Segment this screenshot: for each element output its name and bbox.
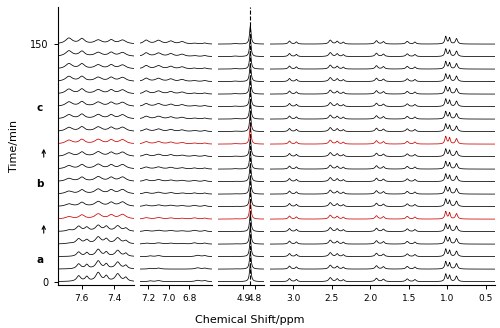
Text: a: a: [36, 255, 43, 265]
Text: b: b: [36, 179, 44, 189]
Text: c: c: [36, 103, 43, 113]
Y-axis label: Time/min: Time/min: [9, 120, 19, 172]
Text: Chemical Shift/ppm: Chemical Shift/ppm: [195, 315, 305, 325]
